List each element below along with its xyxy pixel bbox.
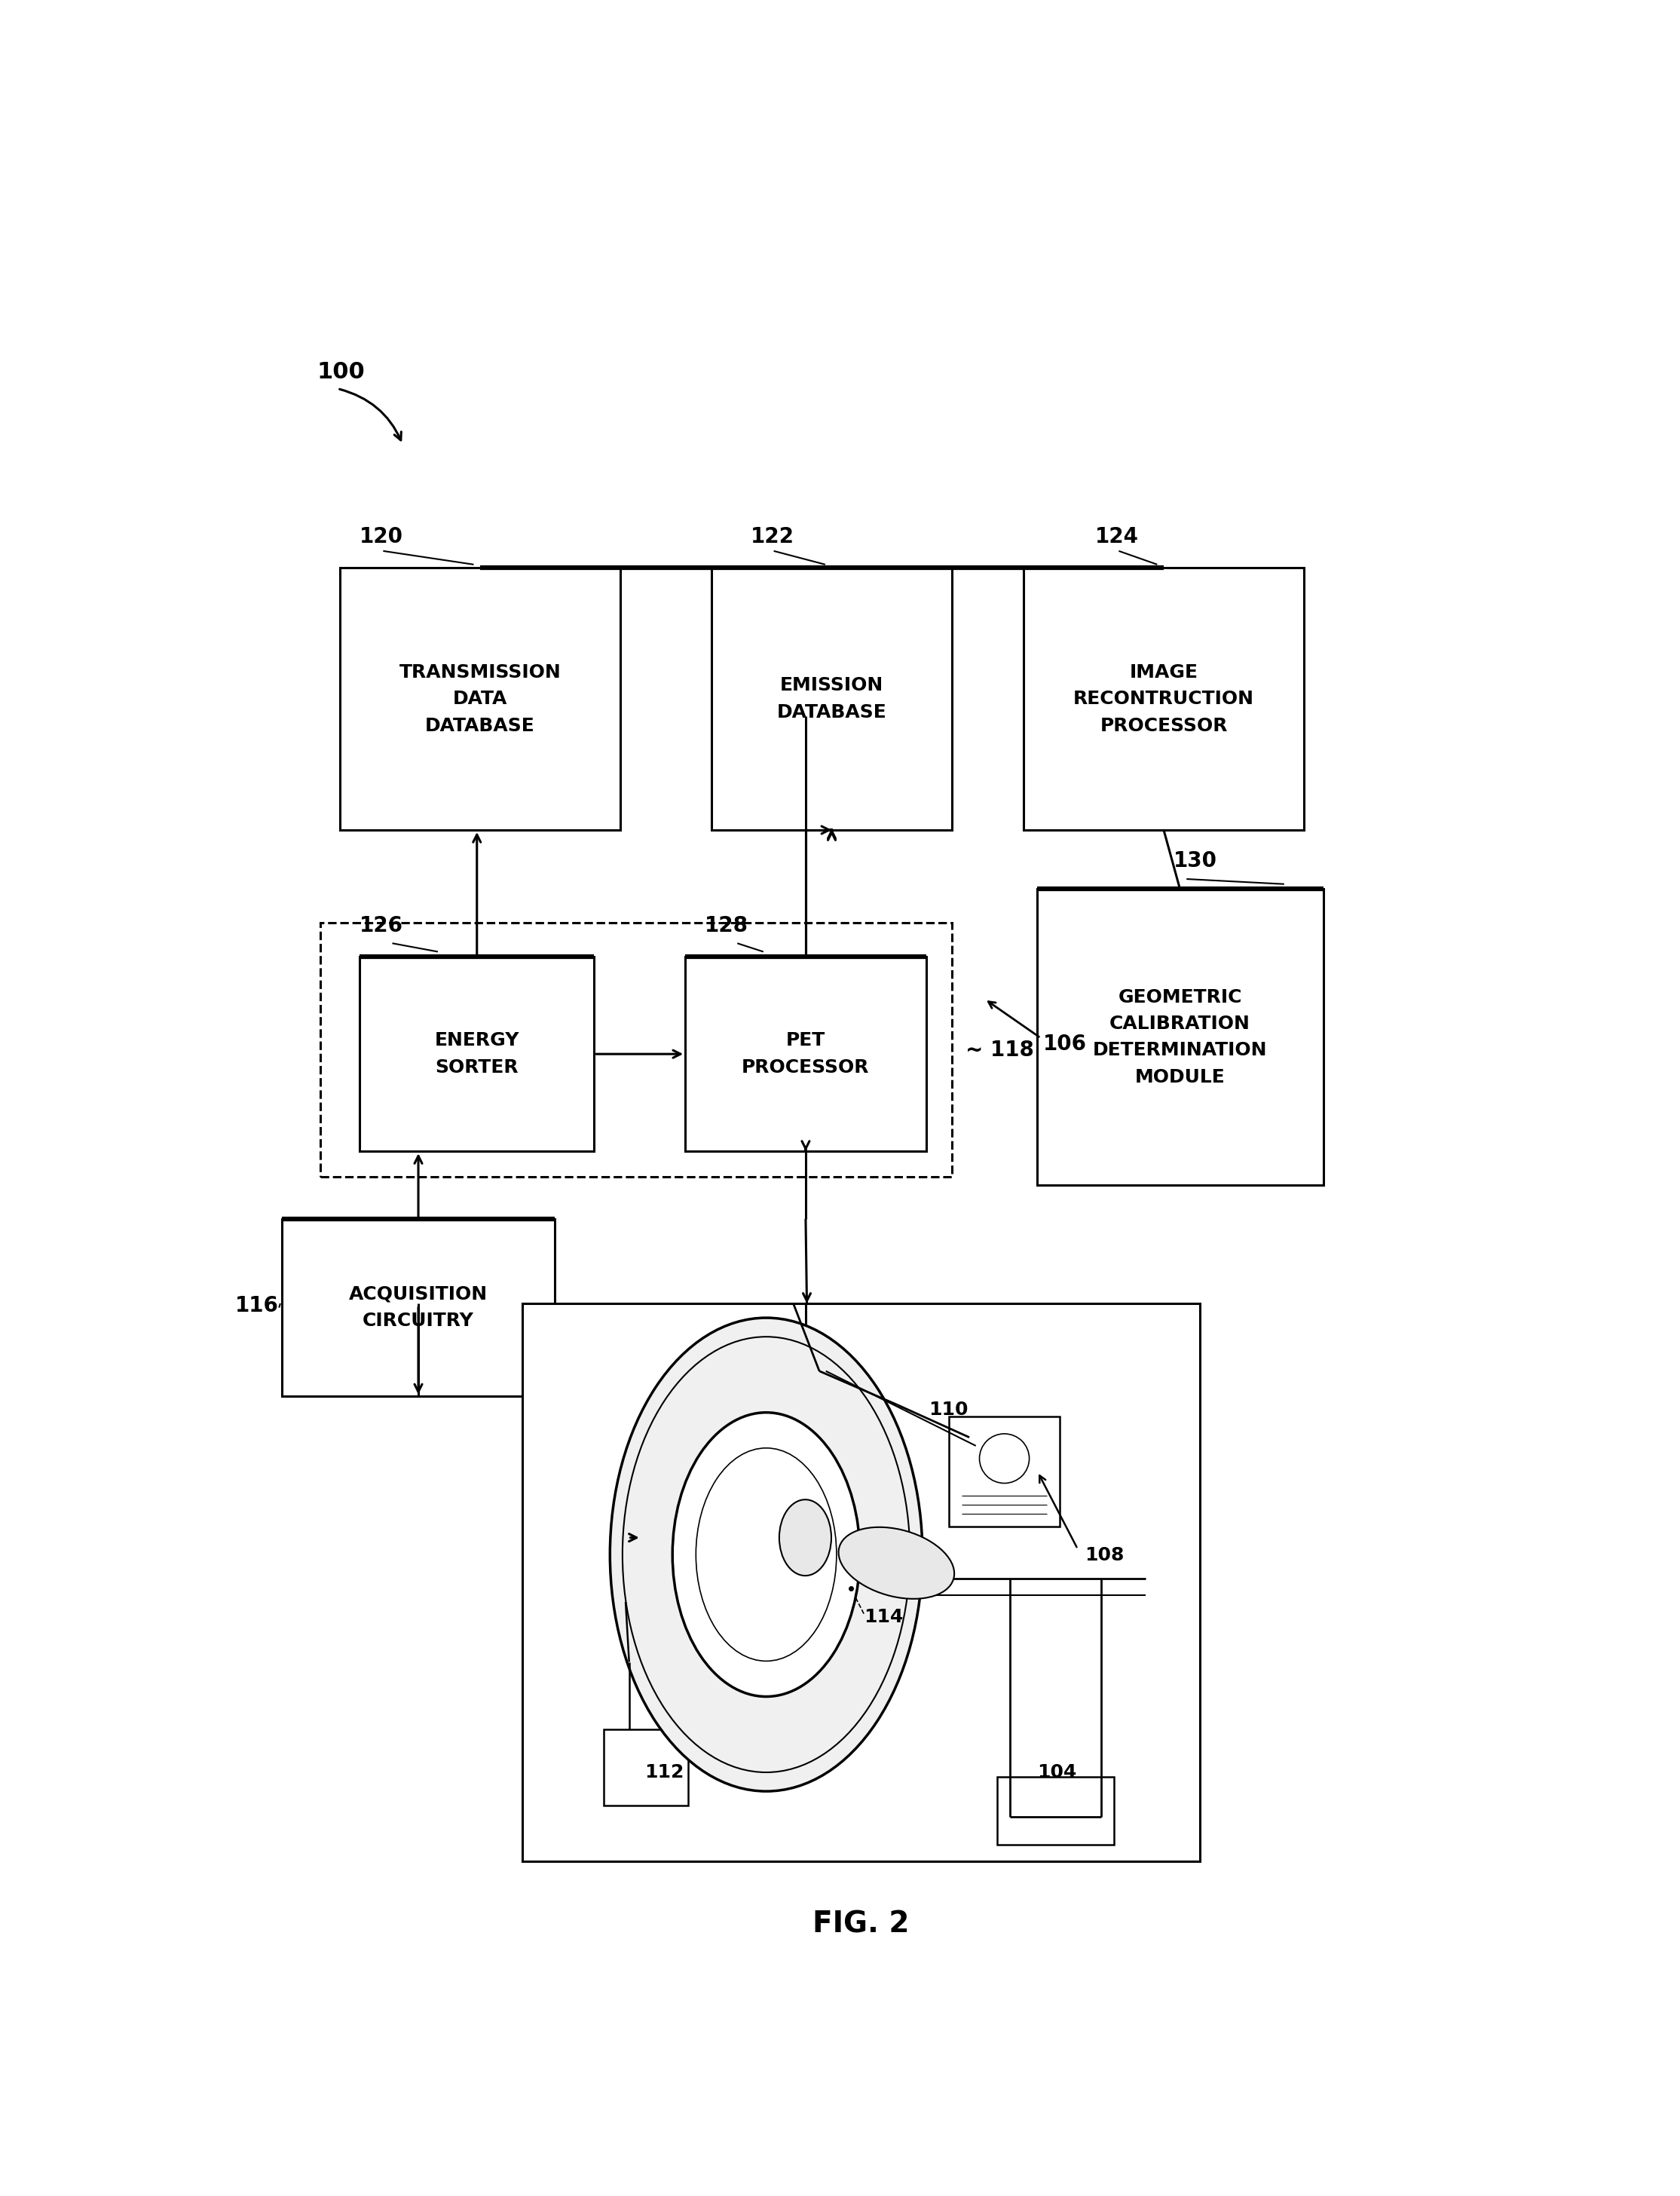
Ellipse shape (838, 1526, 954, 1599)
Bar (949, 1416, 1060, 1526)
Text: 112: 112 (645, 1763, 684, 1781)
Ellipse shape (696, 1447, 837, 1660)
Ellipse shape (610, 1318, 922, 1792)
Text: 116: 116 (235, 1296, 279, 1315)
Bar (522, 1304, 1200, 1862)
Text: ACQUISITION
CIRCUITRY: ACQUISITION CIRCUITRY (349, 1285, 487, 1331)
Text: PET
PROCESSOR: PET PROCESSOR (743, 1032, 870, 1076)
Text: 122: 122 (751, 525, 795, 547)
Bar (360, 957, 595, 1151)
Text: 120: 120 (360, 525, 403, 547)
Text: 128: 128 (706, 916, 749, 935)
Bar (339, 569, 620, 830)
Ellipse shape (672, 1412, 860, 1698)
Text: 104: 104 (1037, 1763, 1077, 1781)
Bar (711, 569, 953, 830)
Text: 110: 110 (929, 1401, 968, 1419)
Text: 114: 114 (864, 1607, 904, 1625)
Bar (996, 1777, 1114, 1845)
Text: 126: 126 (360, 916, 403, 935)
Bar (321, 922, 953, 1177)
Bar (603, 1730, 689, 1805)
Text: FIG. 2: FIG. 2 (813, 1911, 909, 1939)
Text: 124: 124 (1095, 525, 1139, 547)
Text: 106: 106 (1043, 1032, 1087, 1054)
Text: IMAGE
RECONTRUCTION
PROCESSOR: IMAGE RECONTRUCTION PROCESSOR (1074, 663, 1255, 736)
Text: 102: 102 (759, 1612, 800, 1629)
Bar (685, 957, 926, 1151)
Text: GEOMETRIC
CALIBRATION
DETERMINATION
MODULE: GEOMETRIC CALIBRATION DETERMINATION MODU… (1092, 988, 1267, 1087)
Text: ~ 118: ~ 118 (964, 1039, 1033, 1061)
Bar (1023, 569, 1304, 830)
Text: 100: 100 (318, 360, 365, 382)
Bar (1037, 889, 1324, 1186)
Text: ENERGY
SORTER: ENERGY SORTER (435, 1032, 519, 1076)
Text: EMISSION
DATABASE: EMISSION DATABASE (776, 676, 887, 720)
Text: 130: 130 (1173, 850, 1218, 872)
Text: 108: 108 (1084, 1546, 1124, 1564)
Text: TRANSMISSION
DATA
DATABASE: TRANSMISSION DATA DATABASE (400, 663, 561, 736)
Ellipse shape (780, 1500, 832, 1577)
Ellipse shape (979, 1434, 1030, 1482)
Bar (282, 1219, 554, 1397)
